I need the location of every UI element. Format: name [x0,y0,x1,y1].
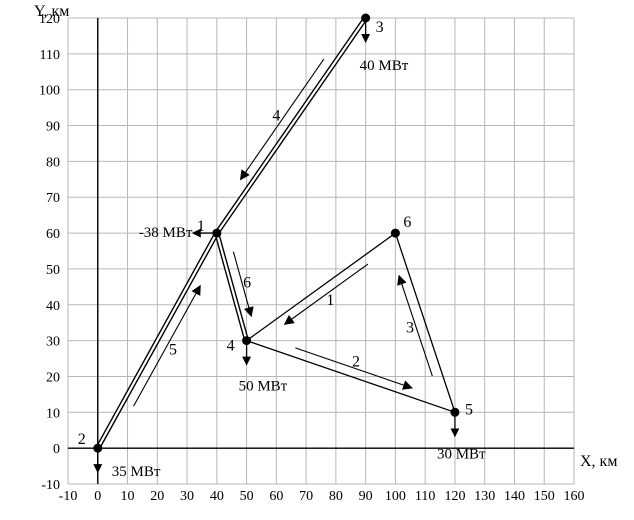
svg-text:80: 80 [46,155,60,170]
node-5: 5 30 МВт [437,401,486,462]
svg-text:0: 0 [94,489,101,504]
svg-text:120: 120 [444,489,465,504]
edge-label: 3 [406,320,414,337]
svg-text:90: 90 [359,489,373,504]
svg-text:0: 0 [53,442,60,457]
edge-label: 6 [243,275,251,292]
svg-text:140: 140 [504,489,525,504]
svg-text:-10: -10 [59,489,78,504]
load-label: 40 МВт [360,58,409,74]
svg-text:-10: -10 [41,478,60,493]
svg-text:130: 130 [474,489,495,504]
axes [68,18,574,484]
svg-text:80: 80 [329,489,343,504]
svg-text:160: 160 [564,489,585,504]
svg-text:50: 50 [240,489,254,504]
tick-labels: -100102030405060708090100110120130140150… [39,12,585,504]
svg-text:40: 40 [210,489,224,504]
svg-text:90: 90 [46,120,60,135]
svg-text:40: 40 [46,299,60,314]
grid [68,18,574,484]
node-6: 6 [391,214,412,238]
edge-label: 5 [169,341,177,358]
edge-dir-arrow [134,286,201,406]
svg-text:150: 150 [534,489,555,504]
svg-text:60: 60 [46,227,60,242]
node-label: 5 [465,401,473,418]
node-label: 2 [78,431,86,448]
svg-text:110: 110 [40,48,60,63]
edge-6: 6 [217,233,251,341]
node-2: 2 35 МВт [78,431,161,480]
load-label: -38 МВт [139,225,193,241]
svg-text:50: 50 [46,263,60,278]
x-axis-label: X, км [580,453,617,470]
node-label: 6 [403,214,411,231]
node-3: 3 40 МВт [360,14,409,75]
diagram-stage: { "plot": { "type": "network", "width_px… [0,0,634,520]
y-axis-label: Y, км [34,3,69,20]
svg-text:20: 20 [150,489,164,504]
svg-text:70: 70 [299,489,313,504]
load-label: 30 МВт [437,446,486,462]
edge-label: 2 [352,353,360,370]
svg-text:100: 100 [39,84,60,99]
svg-text:70: 70 [46,191,60,206]
load-label: 35 МВт [112,464,161,480]
svg-text:30: 30 [46,335,60,350]
edge-label: 1 [326,292,334,309]
node-label: 3 [376,19,384,36]
svg-text:10: 10 [121,489,135,504]
svg-text:30: 30 [180,489,194,504]
edge-1: 1 [247,233,396,341]
node-1: 1-38 МВт [139,218,222,241]
load-label: 50 МВт [239,379,288,395]
node-label: 4 [227,338,235,355]
svg-text:110: 110 [415,489,435,504]
plot-svg: -100102030405060708090100110120130140150… [0,0,634,520]
edge-label: 4 [272,107,280,124]
svg-text:20: 20 [46,370,60,385]
edge-dir-arrow [399,276,432,376]
svg-text:60: 60 [269,489,283,504]
svg-text:10: 10 [46,406,60,421]
svg-text:100: 100 [385,489,406,504]
